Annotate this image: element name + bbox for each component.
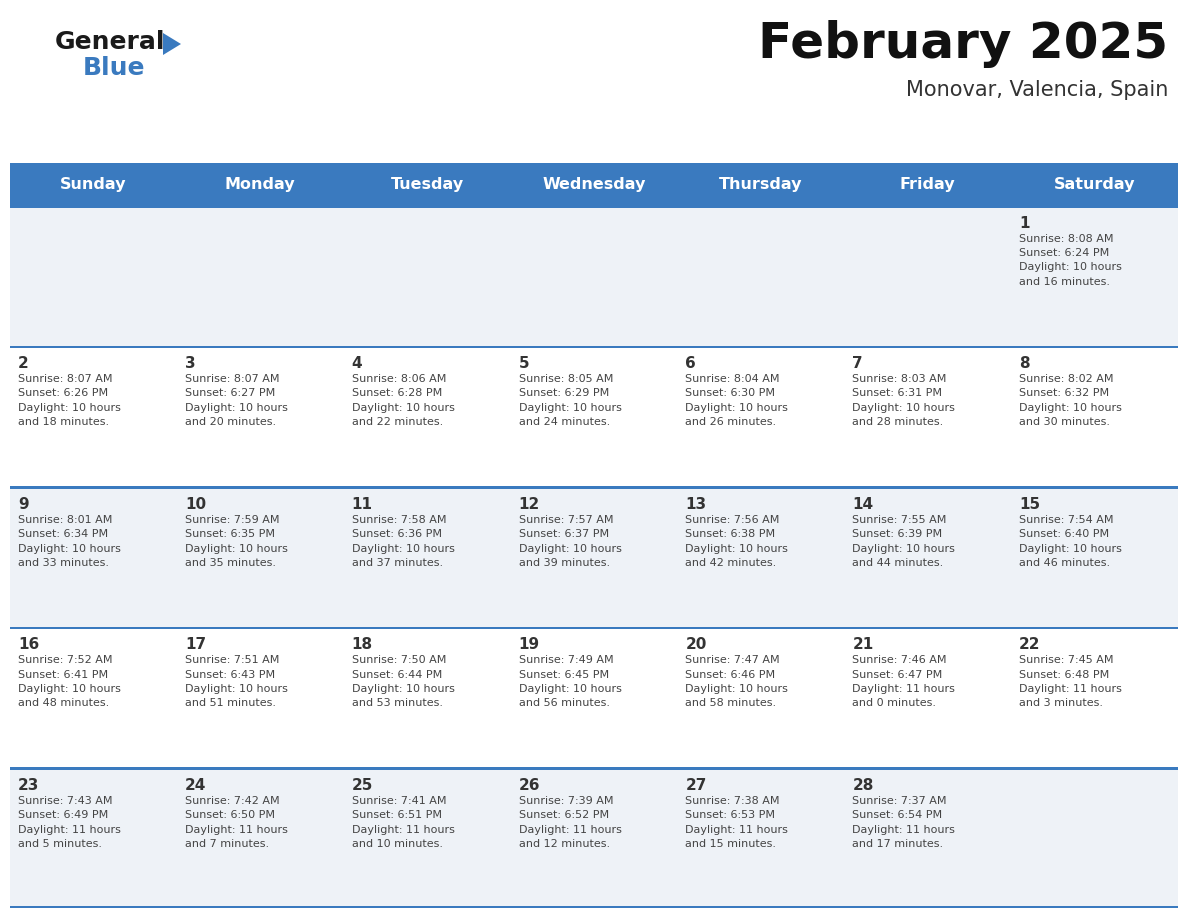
Text: 28: 28: [852, 778, 873, 793]
Text: Sunrise: 7:39 AM
Sunset: 6:52 PM
Daylight: 11 hours
and 12 minutes.: Sunrise: 7:39 AM Sunset: 6:52 PM Dayligh…: [519, 796, 621, 849]
Text: 9: 9: [18, 497, 29, 511]
Text: Sunrise: 7:56 AM
Sunset: 6:38 PM
Daylight: 10 hours
and 42 minutes.: Sunrise: 7:56 AM Sunset: 6:38 PM Dayligh…: [685, 515, 789, 568]
Text: 14: 14: [852, 497, 873, 511]
Text: 10: 10: [185, 497, 206, 511]
Bar: [10, 905, 1178, 908]
Text: 27: 27: [685, 778, 707, 793]
Text: Sunrise: 8:05 AM
Sunset: 6:29 PM
Daylight: 10 hours
and 24 minutes.: Sunrise: 8:05 AM Sunset: 6:29 PM Dayligh…: [519, 375, 621, 427]
Bar: [10, 627, 1178, 630]
Text: 19: 19: [519, 637, 539, 653]
Text: Sunrise: 7:52 AM
Sunset: 6:41 PM
Daylight: 10 hours
and 48 minutes.: Sunrise: 7:52 AM Sunset: 6:41 PM Dayligh…: [18, 655, 121, 709]
Text: Sunrise: 7:45 AM
Sunset: 6:48 PM
Daylight: 11 hours
and 3 minutes.: Sunrise: 7:45 AM Sunset: 6:48 PM Dayligh…: [1019, 655, 1121, 709]
Text: 6: 6: [685, 356, 696, 371]
Bar: [10, 207, 1178, 345]
Text: 15: 15: [1019, 497, 1041, 511]
Text: Sunrise: 7:55 AM
Sunset: 6:39 PM
Daylight: 10 hours
and 44 minutes.: Sunrise: 7:55 AM Sunset: 6:39 PM Dayligh…: [852, 515, 955, 568]
Text: Sunrise: 8:06 AM
Sunset: 6:28 PM
Daylight: 10 hours
and 22 minutes.: Sunrise: 8:06 AM Sunset: 6:28 PM Dayligh…: [352, 375, 455, 427]
Bar: [10, 767, 1178, 770]
Text: General: General: [55, 30, 165, 54]
Text: Sunrise: 7:47 AM
Sunset: 6:46 PM
Daylight: 10 hours
and 58 minutes.: Sunrise: 7:47 AM Sunset: 6:46 PM Dayligh…: [685, 655, 789, 709]
Text: Sunday: Sunday: [61, 176, 127, 192]
Bar: [10, 163, 1178, 205]
Text: Sunrise: 7:57 AM
Sunset: 6:37 PM
Daylight: 10 hours
and 39 minutes.: Sunrise: 7:57 AM Sunset: 6:37 PM Dayligh…: [519, 515, 621, 568]
Bar: [10, 770, 1178, 908]
Bar: [10, 488, 1178, 627]
Text: 21: 21: [852, 637, 873, 653]
Text: 16: 16: [18, 637, 39, 653]
Text: 8: 8: [1019, 356, 1030, 371]
Text: Sunrise: 7:42 AM
Sunset: 6:50 PM
Daylight: 11 hours
and 7 minutes.: Sunrise: 7:42 AM Sunset: 6:50 PM Dayligh…: [185, 796, 287, 849]
Bar: [10, 487, 1178, 488]
Text: 17: 17: [185, 637, 206, 653]
Bar: [10, 205, 1178, 207]
Text: Blue: Blue: [83, 56, 145, 80]
Text: Thursday: Thursday: [719, 176, 803, 192]
Text: Monovar, Valencia, Spain: Monovar, Valencia, Spain: [905, 80, 1168, 100]
Text: Sunrise: 8:07 AM
Sunset: 6:27 PM
Daylight: 10 hours
and 20 minutes.: Sunrise: 8:07 AM Sunset: 6:27 PM Dayligh…: [185, 375, 287, 427]
Text: Monday: Monday: [225, 176, 296, 192]
Text: Sunrise: 7:49 AM
Sunset: 6:45 PM
Daylight: 10 hours
and 56 minutes.: Sunrise: 7:49 AM Sunset: 6:45 PM Dayligh…: [519, 655, 621, 709]
Text: Sunrise: 8:01 AM
Sunset: 6:34 PM
Daylight: 10 hours
and 33 minutes.: Sunrise: 8:01 AM Sunset: 6:34 PM Dayligh…: [18, 515, 121, 568]
Polygon shape: [163, 33, 181, 55]
Text: 4: 4: [352, 356, 362, 371]
Text: Sunrise: 7:50 AM
Sunset: 6:44 PM
Daylight: 10 hours
and 53 minutes.: Sunrise: 7:50 AM Sunset: 6:44 PM Dayligh…: [352, 655, 455, 709]
Text: 26: 26: [519, 778, 541, 793]
Text: Sunrise: 7:58 AM
Sunset: 6:36 PM
Daylight: 10 hours
and 37 minutes.: Sunrise: 7:58 AM Sunset: 6:36 PM Dayligh…: [352, 515, 455, 568]
Text: Sunrise: 7:51 AM
Sunset: 6:43 PM
Daylight: 10 hours
and 51 minutes.: Sunrise: 7:51 AM Sunset: 6:43 PM Dayligh…: [185, 655, 287, 709]
Text: 18: 18: [352, 637, 373, 653]
Text: 12: 12: [519, 497, 539, 511]
Text: 7: 7: [852, 356, 862, 371]
Text: Sunrise: 7:54 AM
Sunset: 6:40 PM
Daylight: 10 hours
and 46 minutes.: Sunrise: 7:54 AM Sunset: 6:40 PM Dayligh…: [1019, 515, 1121, 568]
Text: Sunrise: 8:03 AM
Sunset: 6:31 PM
Daylight: 10 hours
and 28 minutes.: Sunrise: 8:03 AM Sunset: 6:31 PM Dayligh…: [852, 375, 955, 427]
Text: Sunrise: 8:08 AM
Sunset: 6:24 PM
Daylight: 10 hours
and 16 minutes.: Sunrise: 8:08 AM Sunset: 6:24 PM Dayligh…: [1019, 233, 1121, 286]
Text: Sunrise: 7:37 AM
Sunset: 6:54 PM
Daylight: 11 hours
and 17 minutes.: Sunrise: 7:37 AM Sunset: 6:54 PM Dayligh…: [852, 796, 955, 849]
Text: Sunrise: 7:38 AM
Sunset: 6:53 PM
Daylight: 11 hours
and 15 minutes.: Sunrise: 7:38 AM Sunset: 6:53 PM Dayligh…: [685, 796, 789, 849]
Text: 3: 3: [185, 356, 196, 371]
Text: Tuesday: Tuesday: [391, 176, 463, 192]
Text: Sunrise: 8:07 AM
Sunset: 6:26 PM
Daylight: 10 hours
and 18 minutes.: Sunrise: 8:07 AM Sunset: 6:26 PM Dayligh…: [18, 375, 121, 427]
Text: Sunrise: 7:59 AM
Sunset: 6:35 PM
Daylight: 10 hours
and 35 minutes.: Sunrise: 7:59 AM Sunset: 6:35 PM Dayligh…: [185, 515, 287, 568]
Text: Wednesday: Wednesday: [542, 176, 646, 192]
Text: Friday: Friday: [899, 176, 955, 192]
Text: Sunrise: 7:43 AM
Sunset: 6:49 PM
Daylight: 11 hours
and 5 minutes.: Sunrise: 7:43 AM Sunset: 6:49 PM Dayligh…: [18, 796, 121, 849]
Text: February 2025: February 2025: [758, 20, 1168, 68]
Bar: [10, 630, 1178, 767]
Text: Sunrise: 8:02 AM
Sunset: 6:32 PM
Daylight: 10 hours
and 30 minutes.: Sunrise: 8:02 AM Sunset: 6:32 PM Dayligh…: [1019, 375, 1121, 427]
Text: Saturday: Saturday: [1054, 176, 1136, 192]
Text: 2: 2: [18, 356, 29, 371]
Text: 11: 11: [352, 497, 373, 511]
Text: 5: 5: [519, 356, 529, 371]
Text: 24: 24: [185, 778, 207, 793]
Bar: [10, 345, 1178, 348]
Text: Sunrise: 7:41 AM
Sunset: 6:51 PM
Daylight: 11 hours
and 10 minutes.: Sunrise: 7:41 AM Sunset: 6:51 PM Dayligh…: [352, 796, 455, 849]
Text: 25: 25: [352, 778, 373, 793]
Text: 22: 22: [1019, 637, 1041, 653]
Text: 1: 1: [1019, 216, 1030, 230]
Text: Sunrise: 7:46 AM
Sunset: 6:47 PM
Daylight: 11 hours
and 0 minutes.: Sunrise: 7:46 AM Sunset: 6:47 PM Dayligh…: [852, 655, 955, 709]
Text: Sunrise: 8:04 AM
Sunset: 6:30 PM
Daylight: 10 hours
and 26 minutes.: Sunrise: 8:04 AM Sunset: 6:30 PM Dayligh…: [685, 375, 789, 427]
Text: 20: 20: [685, 637, 707, 653]
Text: 23: 23: [18, 778, 39, 793]
Text: 13: 13: [685, 497, 707, 511]
Bar: [10, 348, 1178, 487]
